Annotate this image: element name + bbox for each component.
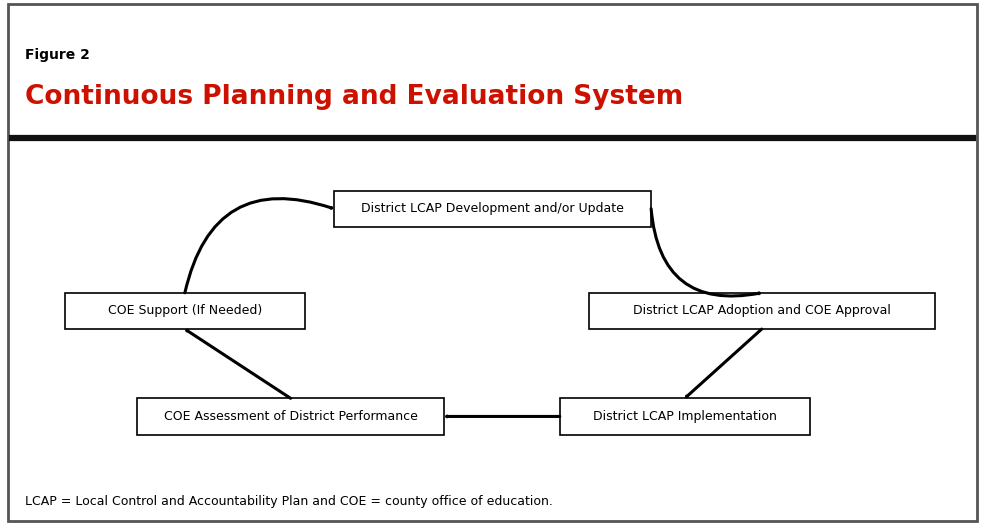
FancyBboxPatch shape bbox=[559, 398, 810, 435]
FancyBboxPatch shape bbox=[65, 293, 305, 329]
Text: Continuous Planning and Evaluation System: Continuous Planning and Evaluation Syste… bbox=[25, 84, 683, 110]
FancyBboxPatch shape bbox=[589, 293, 935, 329]
Text: District LCAP Development and/or Update: District LCAP Development and/or Update bbox=[361, 202, 624, 215]
Text: District LCAP Implementation: District LCAP Implementation bbox=[593, 410, 777, 423]
Text: District LCAP Adoption and COE Approval: District LCAP Adoption and COE Approval bbox=[632, 304, 890, 318]
FancyBboxPatch shape bbox=[334, 191, 651, 227]
Text: LCAP = Local Control and Accountability Plan and COE = county office of educatio: LCAP = Local Control and Accountability … bbox=[25, 495, 553, 508]
Text: COE Support (If Needed): COE Support (If Needed) bbox=[107, 304, 262, 318]
Text: COE Assessment of District Performance: COE Assessment of District Performance bbox=[164, 410, 418, 423]
Text: Figure 2: Figure 2 bbox=[25, 48, 90, 62]
FancyBboxPatch shape bbox=[137, 398, 444, 435]
